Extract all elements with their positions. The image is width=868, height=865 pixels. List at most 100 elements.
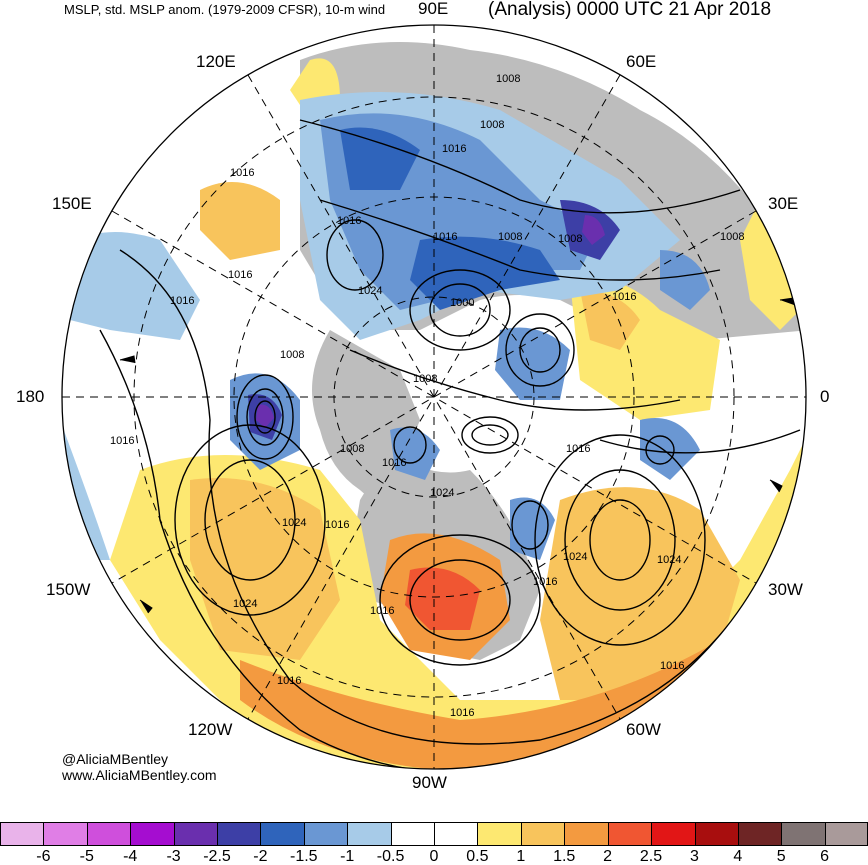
anomaly-cool-light-pacific bbox=[62, 232, 200, 340]
colorbar-swatch bbox=[520, 822, 565, 846]
isobar-label: 1016 bbox=[325, 519, 349, 531]
colorbar-tick-label: 0 bbox=[429, 848, 439, 865]
anomaly-cool-mid-center2 bbox=[510, 497, 555, 560]
lon-label-90e: 90E bbox=[418, 0, 449, 18]
isobar-label: 1016 bbox=[337, 215, 361, 227]
lon-label-60w: 60W bbox=[626, 720, 661, 739]
colorbar-tick-label: -0.5 bbox=[376, 848, 405, 865]
isobar-label: 1016 bbox=[433, 231, 457, 243]
anomaly-warm-europe-mid bbox=[580, 290, 640, 350]
colorbar-tick-label: -1.5 bbox=[290, 848, 318, 865]
isobar-label: 1016 bbox=[660, 660, 684, 672]
anomaly-warm-red bbox=[405, 567, 480, 630]
colorbar-swatch bbox=[260, 822, 304, 846]
polar-stereographic-map: 1008 1008 1016 1016 1008 1008 1016 1016 … bbox=[61, 24, 807, 770]
colorbar-swatch bbox=[303, 822, 348, 846]
colorbar-swatch bbox=[130, 822, 174, 846]
anomaly-cool-mid-russia bbox=[660, 250, 710, 310]
isobar-label: 1016 bbox=[533, 576, 557, 588]
colorbar-swatch bbox=[434, 822, 478, 846]
anomaly-warm-asia bbox=[200, 182, 280, 260]
anomaly-cool-light-west bbox=[62, 420, 110, 560]
colorbar-tick-label: 6 bbox=[820, 848, 830, 865]
colorbar-swatch bbox=[737, 822, 782, 846]
isobar-label: 1008 bbox=[340, 443, 364, 455]
anomaly-cool-purple-west bbox=[256, 404, 274, 428]
lon-label-0: 0 bbox=[820, 387, 830, 406]
lon-label-180: 180 bbox=[16, 387, 45, 406]
isobar-label: 1016 bbox=[277, 675, 301, 687]
isobar-label: 1016 bbox=[170, 295, 194, 307]
lon-label-30w: 30W bbox=[768, 580, 803, 599]
colorbar-tick-label: 3 bbox=[689, 848, 699, 865]
lon-label-30e: 30E bbox=[768, 194, 799, 213]
colorbar-tick-label: -2.5 bbox=[203, 848, 231, 865]
isobar-label: 1024 bbox=[657, 554, 681, 566]
isobar-label: 1016 bbox=[566, 443, 590, 455]
isobar-label: 1016 bbox=[370, 605, 394, 617]
map-disk bbox=[62, 25, 806, 769]
colorbar-tick-label: 0.5 bbox=[466, 848, 489, 865]
positive-anomaly-areas bbox=[110, 58, 806, 769]
author-website: www.AliciaMBentley.com bbox=[62, 767, 217, 783]
colorbar-swatch bbox=[217, 822, 261, 846]
graticule bbox=[62, 25, 806, 769]
colorbar-tick-label: -2 bbox=[253, 848, 268, 865]
colorbar-tick-label: -5 bbox=[79, 848, 94, 865]
anomaly-cool-mid-pole bbox=[390, 427, 440, 480]
colorbar-tick-label: -1 bbox=[340, 848, 355, 865]
isobar-label: 1024 bbox=[358, 285, 382, 297]
colorbar-tick-label: 2 bbox=[603, 848, 613, 865]
isobar-labels: 1008 1008 1016 1016 1008 1008 1016 1016 … bbox=[110, 73, 744, 719]
colorbar-swatch bbox=[390, 822, 435, 846]
colorbar-tick-label: 1.5 bbox=[553, 848, 576, 865]
map-boundary bbox=[61, 24, 807, 770]
colorbar-swatch bbox=[564, 822, 608, 846]
colorbar-swatch bbox=[86, 822, 131, 846]
isobar-label: 1016 bbox=[230, 167, 254, 179]
lon-label-60e: 60E bbox=[626, 52, 657, 71]
isobar-label: 1008 bbox=[480, 119, 504, 131]
colorbar-swatch bbox=[347, 822, 391, 846]
isobar-label: 1016 bbox=[612, 291, 636, 303]
colorbar-swatch bbox=[0, 822, 44, 846]
isobar-label: 1008 bbox=[498, 231, 522, 243]
colorbar-tick-label: 2.5 bbox=[639, 848, 663, 865]
isobar-label: 1024 bbox=[430, 487, 454, 499]
isobar-label: 1024 bbox=[233, 598, 257, 610]
isobar-label: 1008 bbox=[280, 349, 304, 361]
lon-label-150e: 150E bbox=[52, 194, 92, 213]
anomaly-cool-purple-ne bbox=[582, 215, 605, 245]
isobar-label: 1008 bbox=[413, 373, 437, 385]
lon-label-150w: 150W bbox=[46, 580, 91, 599]
isobar-label: 1016 bbox=[442, 143, 466, 155]
isobar-label: 1024 bbox=[282, 517, 306, 529]
isobar-label: 1008 bbox=[496, 73, 520, 85]
anomaly-colorbar bbox=[0, 822, 868, 846]
colorbar-swatch bbox=[43, 822, 87, 846]
colorbar-swatch bbox=[694, 822, 738, 846]
anomaly-cool-dark-arctic bbox=[410, 236, 560, 310]
colorbar-tick-label: -4 bbox=[123, 848, 138, 865]
colorbar-swatch bbox=[651, 822, 695, 846]
colorbar-swatch bbox=[477, 822, 521, 846]
colorbar-tick-label: 1 bbox=[516, 848, 526, 865]
negative-anomaly-areas bbox=[62, 92, 710, 560]
colorbar-swatch bbox=[607, 822, 652, 846]
colorbar-swatch bbox=[173, 822, 218, 846]
colorbar-tick-label: -3 bbox=[166, 848, 181, 865]
colorbar-swatch bbox=[781, 822, 825, 846]
anomaly-cool-mid-center bbox=[495, 327, 570, 400]
lon-label-90w: 90W bbox=[412, 773, 447, 792]
isobar-label: 1016 bbox=[450, 707, 474, 719]
map-title-right: (Analysis) 0000 UTC 21 Apr 2018 bbox=[488, 0, 772, 20]
colorbar-swatch bbox=[824, 822, 868, 846]
isobar-label: 1016 bbox=[110, 435, 134, 447]
isobar-label: 1008 bbox=[720, 231, 744, 243]
anomaly-cool-mid-east bbox=[640, 418, 700, 480]
anomaly-warm-mid bbox=[190, 478, 340, 660]
isobars bbox=[99, 119, 801, 769]
colorbar-tick-label: 5 bbox=[776, 848, 786, 865]
isobar-label: 1016 bbox=[382, 457, 406, 469]
